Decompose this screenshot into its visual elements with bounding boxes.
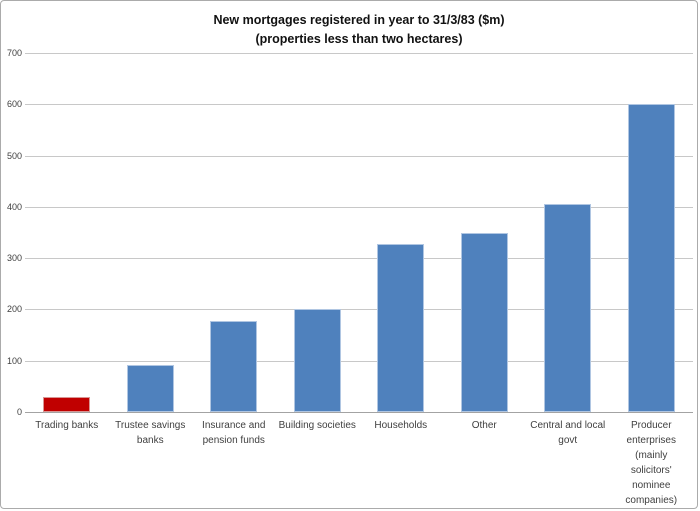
y-tick-label-400: 400	[6, 201, 22, 212]
gridline-300	[25, 258, 693, 260]
y-tick-label-600: 600	[6, 99, 22, 110]
bar-building-societies	[293, 308, 341, 412]
category-label-insurance-and-pension: Insurance and pension funds	[202, 420, 266, 446]
chart-title-line1: New mortgages registered in year to 31/3…	[213, 13, 505, 27]
x-axis: Trading banks Trustee savings banks Insura…	[25, 418, 693, 508]
gridline-700	[25, 53, 693, 54]
gridline-600	[25, 104, 693, 106]
bar-insurance-and-pension	[210, 321, 258, 412]
y-tick-label-500: 500	[6, 150, 22, 161]
gridline-200	[25, 309, 693, 311]
y-tick-label-200: 200	[6, 304, 22, 315]
plot-area	[25, 53, 693, 413]
y-axis: 0 100 200 300 400 500 600 700	[1, 48, 22, 417]
chart-title-line2: (properties less than two hectares)	[255, 32, 463, 46]
category-label-other: Other	[471, 420, 497, 431]
bar-central-and-local	[544, 204, 592, 412]
gridline-400	[25, 206, 693, 208]
category-label-building-societies: Building societies	[278, 420, 356, 431]
y-tick-label-0: 0	[16, 407, 22, 417]
category-label-producer-enterprises-mainly: Producer enterprises (mainly solicitors'…	[625, 420, 678, 506]
category-label-trading-banks: Trading banks	[35, 420, 99, 431]
chart-title: New mortgages registered in year to 31/3…	[25, 11, 693, 49]
y-tick-label-300: 300	[6, 253, 22, 264]
bar-trading-banks	[43, 396, 91, 412]
bar-trustee-savings-banks	[126, 364, 174, 412]
y-tick-label-100: 100	[6, 355, 22, 366]
gridline-100	[25, 360, 693, 362]
category-label-trustee-savings-banks: Trustee savings banks	[115, 420, 186, 446]
gridline-500	[25, 155, 693, 157]
bar-other	[460, 232, 508, 412]
category-label-households: Households	[374, 420, 428, 431]
bar-producer-enterprises-mainly	[627, 104, 675, 412]
category-label-central-and-local: Central and local govt	[530, 420, 606, 446]
bar-households	[377, 243, 425, 412]
y-tick-label-700: 700	[6, 48, 22, 58]
